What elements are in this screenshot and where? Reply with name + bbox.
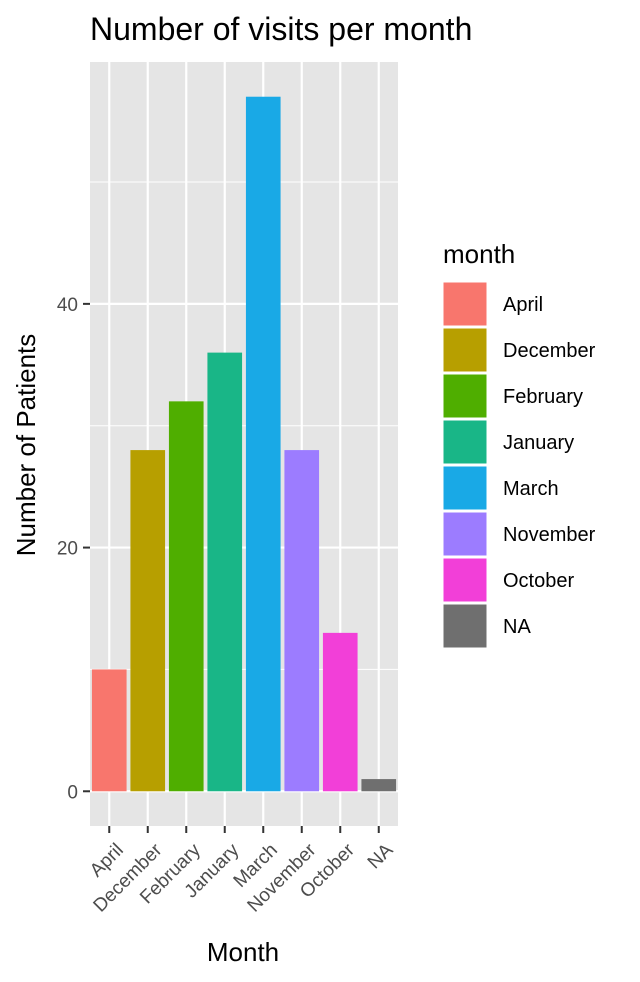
x-tick-label: NA (364, 840, 398, 874)
legend-label: March (503, 478, 559, 500)
legend-key-na (442, 603, 488, 649)
bar-april (91, 669, 127, 792)
legend: month April December February January March N… (442, 239, 596, 649)
legend-label: NA (503, 616, 531, 638)
legend-key-april (442, 281, 488, 327)
bar-february (168, 401, 204, 792)
y-tick-label: 20 (57, 539, 78, 560)
y-tick-label: 40 (57, 295, 78, 316)
bar-na (361, 779, 397, 792)
y-axis-title: Number of Patients (11, 334, 41, 557)
bar-november (284, 450, 320, 792)
legend-label: December (503, 340, 596, 362)
bar-january (207, 352, 243, 792)
legend-key-december (442, 327, 488, 373)
legend-label: October (503, 570, 574, 592)
legend-key-march (442, 465, 488, 511)
legend-label: January (503, 432, 574, 454)
legend-label: November (503, 524, 596, 546)
legend-key-february (442, 373, 488, 419)
bar-march (245, 96, 281, 792)
y-axis: 0 20 40 (57, 295, 90, 803)
legend-key-october (442, 557, 488, 603)
legend-label: February (503, 386, 583, 408)
y-tick-label: 0 (67, 782, 78, 803)
legend-title: month (443, 239, 515, 269)
x-axis: AprilDecemberFebruaryJanuaryMarchNovembe… (86, 826, 398, 917)
chart-title: Number of visits per month (90, 11, 472, 47)
bar-october (322, 632, 358, 792)
legend-key-january (442, 419, 488, 465)
x-axis-title: Month (207, 937, 279, 967)
legend-key-november (442, 511, 488, 557)
bars (91, 96, 397, 792)
bar-december (130, 450, 166, 792)
legend-label: April (503, 294, 543, 316)
